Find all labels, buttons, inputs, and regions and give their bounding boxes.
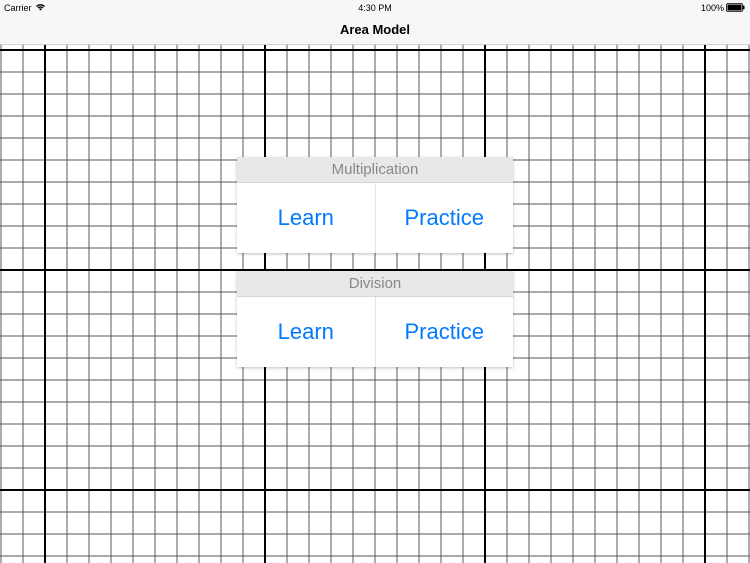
menu-card-multiplication: Multiplication Learn Practice (237, 157, 513, 253)
learn-button[interactable]: Learn (237, 183, 376, 253)
menu-header-multiplication: Multiplication (237, 157, 513, 183)
menu-buttons: Learn Practice (237, 297, 513, 367)
status-bar: Carrier 4:30 PM 100% (0, 0, 750, 15)
practice-button[interactable]: Practice (376, 183, 514, 253)
practice-button[interactable]: Practice (376, 297, 514, 367)
menu-container: Multiplication Learn Practice Division L… (237, 157, 513, 385)
menu-buttons: Learn Practice (237, 183, 513, 253)
status-time: 4:30 PM (358, 3, 392, 13)
battery-icon (726, 3, 746, 12)
menu-card-division: Division Learn Practice (237, 271, 513, 367)
carrier-label: Carrier (4, 3, 32, 13)
page-title: Area Model (340, 22, 410, 37)
grid-container: Multiplication Learn Practice Division L… (0, 45, 750, 563)
status-left: Carrier (4, 3, 46, 13)
battery-percent: 100% (701, 3, 724, 13)
learn-button[interactable]: Learn (237, 297, 376, 367)
nav-bar: Area Model (0, 15, 750, 45)
wifi-icon (35, 3, 46, 13)
status-right: 100% (701, 3, 746, 13)
menu-header-division: Division (237, 271, 513, 297)
